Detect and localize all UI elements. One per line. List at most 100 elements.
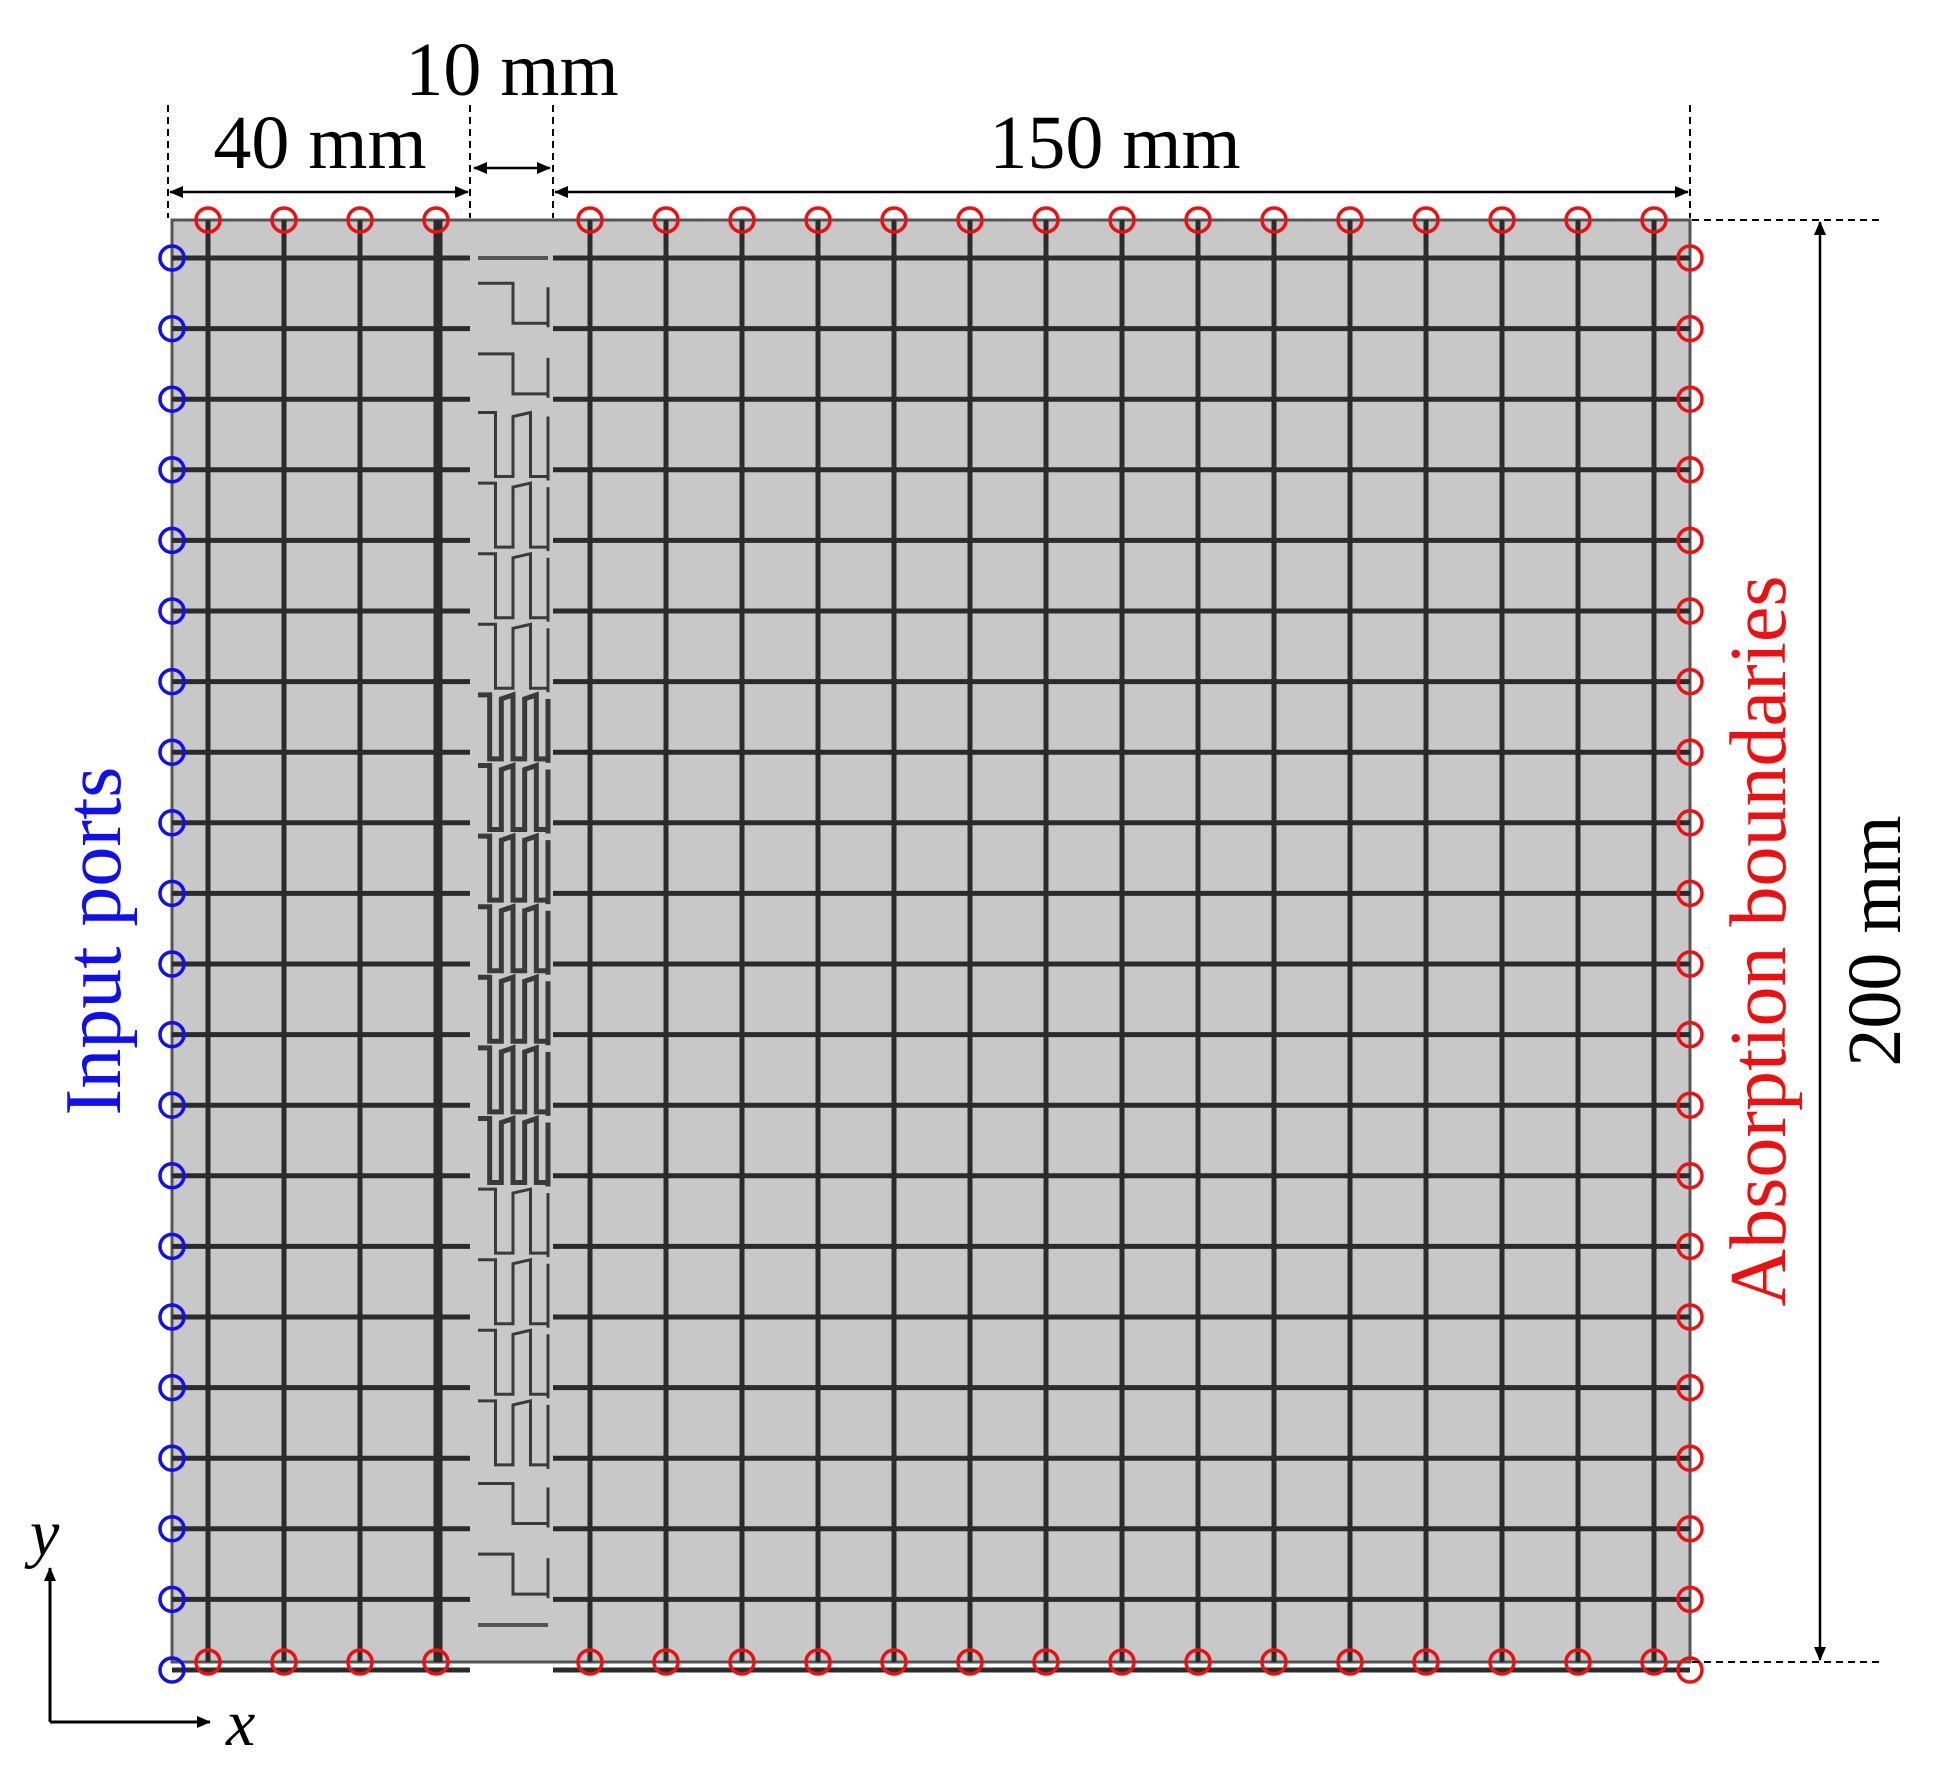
absorption-port-marker: [1488, 1648, 1516, 1676]
input-port-marker: [158, 1162, 186, 1190]
absorption-port-marker: [1676, 1585, 1704, 1614]
absorption-port-marker: [1336, 1648, 1364, 1676]
absorption-port-marker: [1676, 597, 1704, 625]
absorption-port-marker: [1412, 206, 1440, 234]
absorption-port-marker: [1336, 206, 1364, 234]
absorption-port-marker: [270, 1648, 298, 1676]
absorption-port-marker: [1564, 206, 1592, 234]
input-port-marker: [158, 597, 186, 625]
meander-cell: [478, 1552, 550, 1599]
absorption-port-marker: [804, 206, 832, 234]
coordinate-axes: [44, 1567, 211, 1728]
absorption-port-marker: [194, 1648, 222, 1676]
dim-label-40mm: 40 mm: [213, 101, 426, 185]
absorption-port-marker: [956, 206, 984, 234]
absorption-port-marker: [1676, 456, 1704, 484]
absorption-port-marker: [1184, 206, 1212, 234]
absorption-port-marker: [422, 206, 450, 234]
input-port-markers: [158, 244, 186, 1684]
input-port-marker: [158, 1020, 186, 1049]
absorption-port-marker: [422, 1648, 450, 1676]
absorption-port-marker: [1032, 206, 1060, 234]
input-port-marker: [158, 667, 186, 696]
absorption-port-marker: [728, 206, 756, 234]
meander-cell: [478, 1482, 550, 1528]
meander-cell: [478, 551, 550, 622]
meander-cell: [478, 1328, 550, 1399]
absorption-port-marker: [1676, 1373, 1704, 1402]
absorption-port-marker: [1676, 314, 1704, 343]
input-port-marker: [158, 1656, 186, 1684]
meander-cell: [478, 973, 551, 1046]
meander-cell: [478, 761, 551, 834]
absorption-port-marker: [1676, 950, 1704, 978]
dim-label-10mm: 10 mm: [405, 28, 618, 112]
absorption-port-marker: [804, 1648, 832, 1676]
absorption-port-marker: [1676, 809, 1704, 837]
absorption-port-marker: [576, 206, 604, 234]
absorption-port-marker: [1032, 1648, 1060, 1676]
absorption-port-marker: [1676, 1232, 1704, 1261]
absorption-port-marker: [1184, 1648, 1212, 1676]
absorption-port-marker: [880, 206, 908, 234]
input-ports-label: Input ports: [50, 767, 138, 1116]
absorption-port-marker: [576, 1648, 604, 1676]
input-port-marker: [158, 950, 186, 978]
absorption-port-markers-bottom: [194, 1648, 1668, 1676]
input-port-marker: [158, 879, 186, 908]
absorption-port-markers-right: [1676, 244, 1704, 1684]
absorption-port-marker: [194, 206, 222, 234]
absorption-port-marker: [1676, 385, 1704, 413]
meander-cell: [478, 1044, 551, 1116]
absorption-port-marker: [1676, 667, 1704, 696]
absorption-port-marker: [1108, 1648, 1136, 1676]
absorption-port-marker: [880, 1648, 908, 1676]
absorption-port-marker: [1676, 1656, 1704, 1684]
input-port-marker: [158, 1515, 186, 1543]
absorption-port-marker: [1260, 206, 1288, 234]
absorption-port-marker: [1676, 1162, 1704, 1190]
meander-cell: [478, 352, 550, 398]
absorption-port-marker: [956, 1648, 984, 1676]
meander-cell: [478, 281, 550, 328]
absorption-port-marker: [1640, 1648, 1668, 1676]
input-port-marker: [158, 1373, 186, 1402]
absorption-port-marker: [1676, 1091, 1704, 1119]
meander-cell: [478, 832, 551, 905]
absorption-port-marker: [346, 206, 374, 234]
input-port-marker: [158, 1585, 186, 1614]
input-port-marker: [158, 385, 186, 413]
metal-grid: [172, 220, 1690, 1673]
meander-cell-column: [478, 256, 551, 1627]
input-port-marker: [158, 1091, 186, 1119]
absorption-port-marker: [1640, 206, 1668, 234]
meander-cell: [478, 410, 550, 481]
input-port-marker: [158, 738, 186, 766]
absorption-port-marker: [652, 1648, 680, 1676]
absorption-port-marker: [1564, 1648, 1592, 1676]
absorption-port-marker: [1676, 244, 1704, 272]
absorption-port-marker: [1676, 879, 1704, 908]
meander-cell: [478, 903, 551, 975]
x-axis-label: x: [225, 1687, 255, 1760]
absorption-port-marker: [1412, 1648, 1440, 1676]
meander-cell: [478, 691, 551, 763]
absorption-port-marker: [1108, 206, 1136, 234]
absorption-port-marker: [652, 206, 680, 234]
input-port-marker: [158, 456, 186, 484]
input-port-marker: [158, 1444, 186, 1472]
absorption-port-marker: [270, 206, 298, 234]
meander-cell: [478, 1399, 550, 1469]
absorption-port-marker: [1260, 1648, 1288, 1676]
absorption-port-marker: [1676, 1515, 1704, 1543]
meander-cell: [478, 1257, 550, 1328]
meander-cell: [478, 481, 550, 552]
input-port-marker: [158, 244, 186, 272]
absorption-boundaries-label: Absorption boundaries: [1715, 575, 1803, 1306]
absorption-port-marker: [1488, 206, 1516, 234]
input-port-marker: [158, 809, 186, 837]
y-axis-label: y: [24, 1497, 60, 1570]
meander-cell: [478, 622, 550, 693]
absorption-port-marker: [1676, 1303, 1704, 1331]
